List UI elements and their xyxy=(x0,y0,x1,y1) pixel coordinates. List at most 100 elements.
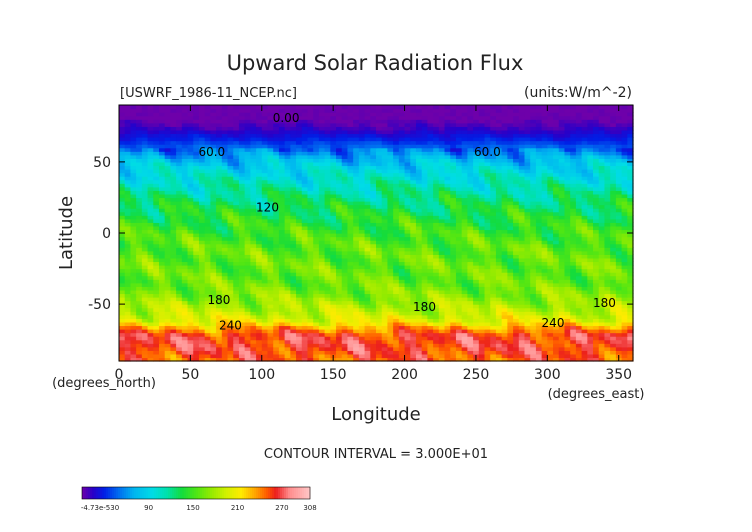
field-cell xyxy=(353,211,360,216)
field-cell xyxy=(233,186,240,191)
field-cell xyxy=(467,350,474,355)
field-cell xyxy=(181,197,189,202)
field-cell xyxy=(444,208,451,213)
field-cell xyxy=(393,289,400,295)
field-cell xyxy=(438,257,446,263)
field-cell xyxy=(273,257,280,263)
field-cell xyxy=(615,268,623,273)
field-cell xyxy=(238,343,246,348)
field-cell xyxy=(193,211,200,216)
field-cell xyxy=(341,186,349,191)
field-cell xyxy=(244,272,251,277)
field-cell xyxy=(296,339,303,344)
field-cell xyxy=(301,197,309,202)
field-cell xyxy=(581,346,588,351)
field-cell xyxy=(158,332,166,337)
field-cell xyxy=(130,282,137,287)
field-cell xyxy=(547,297,554,302)
field-cell xyxy=(124,169,132,174)
field-cell xyxy=(341,218,349,223)
field-cell xyxy=(410,165,417,170)
field-cell xyxy=(455,229,463,234)
field-cell xyxy=(256,275,263,280)
field-cell xyxy=(187,183,194,188)
field-cell xyxy=(307,172,314,177)
field-cell xyxy=(256,289,263,295)
field-cell xyxy=(587,169,594,174)
field-cell xyxy=(535,300,543,305)
field-cell xyxy=(153,201,160,206)
field-cell xyxy=(176,293,183,298)
field-cell xyxy=(301,225,309,231)
field-cell xyxy=(364,304,371,309)
field-cell xyxy=(307,318,314,323)
field-cell xyxy=(513,215,520,220)
field-cell xyxy=(507,339,514,344)
field-cell xyxy=(495,325,503,330)
field-cell xyxy=(290,229,297,234)
field-cell xyxy=(627,325,634,330)
field-cell xyxy=(284,169,291,174)
field-cell xyxy=(478,279,486,284)
field-cell xyxy=(301,161,309,167)
field-cell xyxy=(307,218,314,223)
field-cell xyxy=(233,250,240,255)
field-cell xyxy=(564,225,571,231)
field-cell xyxy=(387,357,394,362)
field-cell xyxy=(341,254,349,259)
field-cell xyxy=(473,275,480,280)
field-cell xyxy=(421,211,428,216)
field-cell xyxy=(604,218,611,223)
field-cell xyxy=(524,236,531,241)
field-cell xyxy=(381,215,389,220)
field-cell xyxy=(513,332,520,337)
field-cell xyxy=(330,321,337,327)
field-cell xyxy=(204,350,211,355)
field-cell xyxy=(227,190,234,195)
field-cell xyxy=(593,172,600,177)
field-cell xyxy=(353,186,360,191)
field-cell xyxy=(427,229,434,234)
field-cell xyxy=(604,321,611,327)
field-cell xyxy=(627,311,634,316)
field-cell xyxy=(158,204,166,209)
field-cell xyxy=(541,321,548,327)
field-cell xyxy=(170,233,177,238)
field-cell xyxy=(467,169,474,174)
field-cell xyxy=(393,211,400,216)
field-cell xyxy=(221,286,229,291)
field-cell xyxy=(187,289,194,295)
field-cell xyxy=(615,336,623,341)
field-cell xyxy=(278,172,286,177)
field-cell xyxy=(250,336,257,341)
field-cell xyxy=(364,243,371,248)
field-cell xyxy=(461,179,468,184)
field-cell xyxy=(427,300,434,305)
field-cell xyxy=(575,208,583,213)
field-cell xyxy=(341,297,349,302)
field-cell xyxy=(119,314,126,319)
field-cell xyxy=(364,193,371,199)
field-cell xyxy=(250,286,257,291)
field-cell xyxy=(273,314,280,319)
field-cell xyxy=(227,222,234,227)
field-cell xyxy=(158,282,166,287)
field-cell xyxy=(467,229,474,234)
field-cell xyxy=(387,282,394,287)
field-cell xyxy=(164,329,171,334)
field-cell xyxy=(438,297,446,302)
field-cell xyxy=(227,332,234,337)
field-cell xyxy=(461,307,468,312)
field-cell xyxy=(461,229,468,234)
field-cell xyxy=(216,321,223,327)
field-cell xyxy=(153,336,160,341)
field-cell xyxy=(484,321,491,327)
field-cell xyxy=(221,172,229,177)
field-cell xyxy=(256,332,263,337)
field-cell xyxy=(473,179,480,184)
field-cell xyxy=(307,225,314,231)
field-cell xyxy=(370,343,377,348)
field-cell xyxy=(313,183,320,188)
field-cell xyxy=(341,222,349,227)
field-cell xyxy=(513,353,520,359)
